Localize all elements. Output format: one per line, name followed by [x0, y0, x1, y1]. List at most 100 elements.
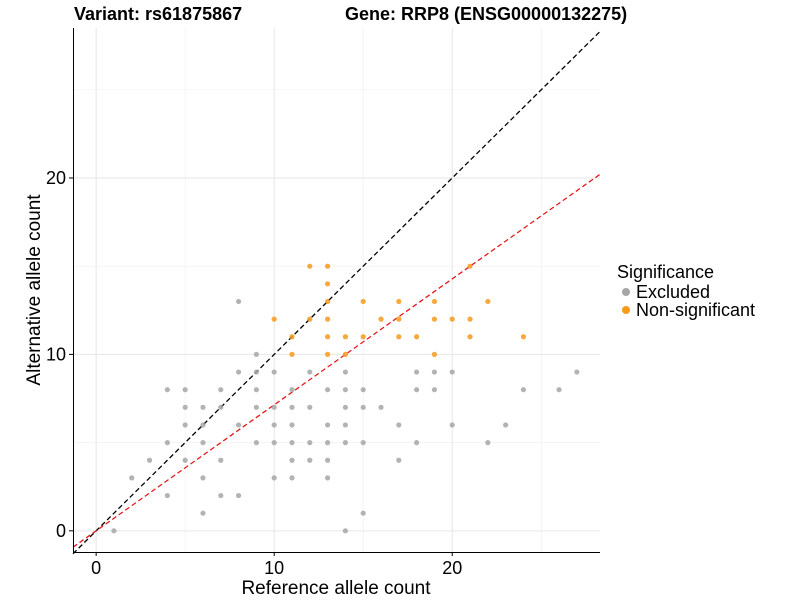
excluded-point: [307, 404, 313, 410]
x-tick-label: 0: [91, 558, 101, 578]
expected-ratio-reference-line: [72, 173, 601, 548]
identity-reference-line: [72, 31, 601, 555]
excluded-point: [307, 440, 313, 446]
excluded-point: [146, 457, 153, 463]
non-significant-point: [342, 334, 349, 340]
excluded-point: [164, 387, 170, 393]
excluded-point: [182, 404, 188, 410]
excluded-point: [218, 457, 224, 463]
excluded-point: [218, 387, 224, 393]
excluded-point: [182, 387, 188, 393]
excluded-point: [271, 422, 277, 428]
excluded-point: [324, 440, 331, 446]
excluded-point: [485, 440, 491, 446]
excluded-point: [271, 369, 277, 375]
excluded-point: [503, 422, 509, 428]
excluded-point: [289, 404, 295, 410]
excluded-point: [378, 404, 384, 410]
excluded-point: [235, 298, 242, 305]
non-significant-point: [342, 351, 349, 357]
excluded-point: [164, 492, 170, 499]
excluded-point: [289, 457, 295, 463]
excluded-point: [271, 404, 277, 410]
legend-title: Significance: [617, 262, 714, 282]
reference-lines: [72, 31, 601, 555]
non-significant-point: [378, 316, 384, 322]
excluded-point: [342, 528, 349, 534]
excluded-point: [253, 440, 259, 446]
excluded-point: [289, 440, 295, 446]
non-significant-point: [520, 334, 527, 340]
x-axis-title: Reference allele count: [241, 578, 431, 599]
non-significant-point: [396, 298, 402, 305]
excluded-point: [235, 422, 242, 428]
non-significant-point: [271, 316, 277, 322]
excluded-point: [414, 440, 420, 446]
excluded-point: [342, 369, 349, 375]
excluded-point: [289, 475, 295, 481]
excluded-point: [289, 387, 295, 393]
legend-key-excluded: [622, 288, 630, 296]
y-tick-label: 0: [56, 521, 66, 541]
excluded-point: [324, 387, 331, 393]
excluded-point: [431, 369, 438, 375]
excluded-point: [164, 440, 170, 446]
non-significant-point: [396, 334, 402, 340]
excluded-point: [449, 369, 455, 375]
excluded-point: [324, 422, 331, 428]
excluded-point: [414, 387, 420, 393]
y-axis-title: Alternative allele count: [24, 194, 45, 386]
variant-title: Variant: rs61875867: [74, 4, 243, 24]
non-significant-point: [431, 316, 438, 322]
excluded-point: [396, 457, 402, 463]
excluded-point: [289, 422, 295, 428]
excluded-point: [449, 422, 455, 428]
non-significant-point: [324, 351, 331, 357]
excluded-point: [414, 369, 420, 375]
legend-label: Excluded: [636, 282, 710, 302]
excluded-point: [271, 440, 277, 446]
excluded-point: [253, 387, 259, 393]
data-points: [111, 263, 580, 534]
y-tick-label: 20: [46, 168, 66, 188]
excluded-point: [342, 387, 349, 393]
gene-title: Gene: RRP8 (ENSG00000132275): [345, 4, 628, 24]
excluded-point: [360, 387, 366, 393]
non-significant-point: [360, 334, 366, 340]
excluded-point: [342, 404, 349, 410]
x-tick-label: 20: [442, 558, 462, 578]
x-tick-label: 10: [264, 558, 284, 578]
non-significant-point: [414, 334, 420, 340]
non-significant-point: [467, 334, 473, 340]
excluded-point: [342, 422, 349, 428]
excluded-point: [360, 510, 366, 516]
excluded-point: [342, 440, 349, 446]
excluded-point: [182, 422, 188, 428]
excluded-point: [324, 475, 331, 481]
excluded-point: [360, 440, 366, 446]
non-significant-point: [449, 316, 455, 322]
non-significant-point: [431, 298, 438, 305]
non-significant-point: [289, 334, 295, 340]
excluded-point: [396, 422, 402, 428]
axis-ticks: 0 10 20 0 10 20: [46, 168, 462, 578]
excluded-point: [324, 457, 331, 463]
excluded-point: [218, 404, 224, 410]
excluded-point: [307, 369, 313, 375]
non-significant-point: [324, 263, 331, 269]
excluded-point: [431, 387, 438, 393]
non-significant-point: [485, 298, 491, 305]
excluded-point: [129, 475, 135, 481]
excluded-point: [574, 369, 580, 375]
excluded-point: [182, 457, 188, 463]
excluded-point: [200, 475, 206, 481]
excluded-point: [200, 440, 206, 446]
excluded-point: [200, 404, 206, 410]
non-significant-point: [289, 351, 295, 357]
excluded-point: [235, 492, 242, 499]
non-significant-point: [324, 334, 331, 340]
non-significant-point: [360, 298, 366, 305]
excluded-point: [218, 492, 224, 499]
